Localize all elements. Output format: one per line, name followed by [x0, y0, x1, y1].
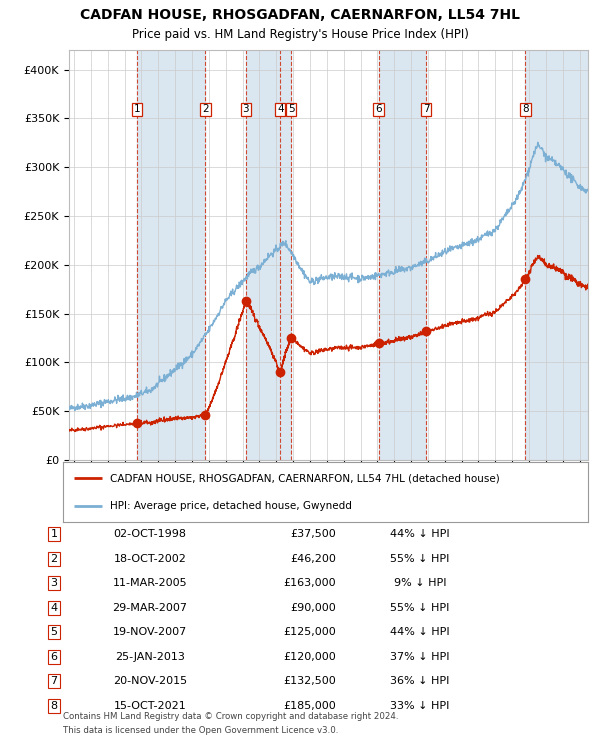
Text: 6: 6 [375, 104, 382, 115]
Text: CADFAN HOUSE, RHOSGADFAN, CAERNARFON, LL54 7HL: CADFAN HOUSE, RHOSGADFAN, CAERNARFON, LL… [80, 8, 520, 22]
Text: 15-OCT-2021: 15-OCT-2021 [113, 701, 187, 710]
Text: 18-OCT-2002: 18-OCT-2002 [113, 554, 187, 564]
Text: £37,500: £37,500 [290, 529, 336, 539]
Text: This data is licensed under the Open Government Licence v3.0.: This data is licensed under the Open Gov… [63, 726, 338, 735]
Text: 44% ↓ HPI: 44% ↓ HPI [390, 628, 450, 637]
Text: 2: 2 [202, 104, 209, 115]
Text: £125,000: £125,000 [283, 628, 336, 637]
Text: 3: 3 [50, 578, 58, 588]
Text: 29-MAR-2007: 29-MAR-2007 [113, 603, 187, 613]
Bar [246, 50, 291, 460]
Text: 1: 1 [50, 529, 58, 539]
Text: £163,000: £163,000 [283, 578, 336, 588]
Text: HPI: Average price, detached house, Gwynedd: HPI: Average price, detached house, Gwyn… [110, 501, 352, 511]
Bar [526, 50, 588, 460]
Text: 33% ↓ HPI: 33% ↓ HPI [391, 701, 449, 710]
Text: 44% ↓ HPI: 44% ↓ HPI [390, 529, 450, 539]
Text: 37% ↓ HPI: 37% ↓ HPI [390, 652, 450, 662]
Text: 02-OCT-1998: 02-OCT-1998 [113, 529, 187, 539]
Bar [137, 50, 205, 460]
Text: 11-MAR-2005: 11-MAR-2005 [113, 578, 187, 588]
Text: 4: 4 [277, 104, 284, 115]
Text: 8: 8 [50, 701, 58, 710]
Text: Price paid vs. HM Land Registry's House Price Index (HPI): Price paid vs. HM Land Registry's House … [131, 28, 469, 41]
Text: 5: 5 [50, 628, 58, 637]
Text: 7: 7 [50, 676, 58, 686]
Text: 6: 6 [50, 652, 58, 662]
Text: £185,000: £185,000 [283, 701, 336, 710]
Text: 25-JAN-2013: 25-JAN-2013 [115, 652, 185, 662]
Text: 5: 5 [288, 104, 295, 115]
Text: 1: 1 [134, 104, 140, 115]
Text: 8: 8 [522, 104, 529, 115]
Text: £132,500: £132,500 [283, 676, 336, 686]
Text: £46,200: £46,200 [290, 554, 336, 564]
Text: 3: 3 [242, 104, 249, 115]
Text: 55% ↓ HPI: 55% ↓ HPI [391, 603, 449, 613]
Text: 20-NOV-2015: 20-NOV-2015 [113, 676, 187, 686]
Text: 55% ↓ HPI: 55% ↓ HPI [391, 554, 449, 564]
Text: £90,000: £90,000 [290, 603, 336, 613]
Text: 2: 2 [50, 554, 58, 564]
Text: 36% ↓ HPI: 36% ↓ HPI [391, 676, 449, 686]
Bar [379, 50, 426, 460]
Text: £120,000: £120,000 [283, 652, 336, 662]
Text: 19-NOV-2007: 19-NOV-2007 [113, 628, 187, 637]
Text: 9% ↓ HPI: 9% ↓ HPI [394, 578, 446, 588]
Text: 7: 7 [423, 104, 430, 115]
Text: CADFAN HOUSE, RHOSGADFAN, CAERNARFON, LL54 7HL (detached house): CADFAN HOUSE, RHOSGADFAN, CAERNARFON, LL… [110, 473, 500, 483]
Text: 4: 4 [50, 603, 58, 613]
Text: Contains HM Land Registry data © Crown copyright and database right 2024.: Contains HM Land Registry data © Crown c… [63, 712, 398, 721]
